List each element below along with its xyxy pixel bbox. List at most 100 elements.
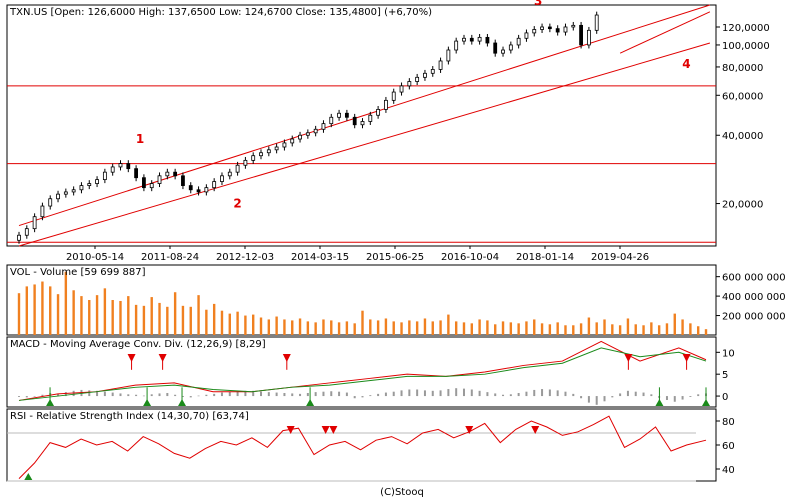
volume-bar <box>603 319 606 335</box>
candle-up <box>79 185 84 191</box>
candle-up <box>391 91 396 101</box>
candle-down <box>555 28 560 33</box>
candle-up <box>540 26 544 30</box>
macd-buy-marker <box>655 399 664 406</box>
volume-bar <box>431 321 434 335</box>
candle-down <box>142 177 146 189</box>
wave-label-4: 4 <box>682 57 690 71</box>
macd-buy-marker <box>306 399 315 406</box>
macd-histogram-bar <box>665 396 668 400</box>
volume-bar <box>673 313 676 335</box>
macd-histogram-bar <box>181 396 184 397</box>
macd-histogram-bar <box>447 389 450 397</box>
macd-histogram-bar <box>673 396 676 402</box>
macd-histogram-bar <box>135 394 138 397</box>
volume-bar <box>330 320 333 335</box>
rsi-sell-marker <box>465 426 474 434</box>
candle-up <box>32 216 37 230</box>
candle-up <box>462 37 466 42</box>
macd-histogram-bar <box>486 392 489 397</box>
candle-down <box>547 26 552 30</box>
candle-down <box>344 112 349 118</box>
price-x-tick-label: 2011-08-24 <box>141 252 199 263</box>
candle-up <box>454 40 459 51</box>
volume-bar <box>540 323 544 335</box>
volume-bar <box>189 306 192 335</box>
volume-bar <box>556 322 559 335</box>
copyright: (C)Stooq <box>380 487 424 498</box>
rsi-y-axis: 80 60 40 <box>722 417 735 476</box>
macd-histogram-bar <box>494 393 497 397</box>
price-x-tick-label: 2010-05-14 <box>66 252 124 263</box>
volume-bar <box>95 295 99 335</box>
volume-bar <box>197 295 200 335</box>
volume-bar <box>127 296 130 335</box>
macd-histogram-bar <box>260 391 263 397</box>
macd-histogram-bar <box>611 396 614 398</box>
macd-histogram-bar <box>291 393 294 397</box>
candle-up <box>360 121 365 126</box>
macd-histogram-bar <box>283 393 286 397</box>
volume-y-axis: 600 000 000 400 000 000 200 000 000 <box>722 273 786 323</box>
candle-up <box>282 142 287 148</box>
volume-bar <box>525 321 528 335</box>
macd-panel: MACD - Moving Average Conv. Div. (12,26,… <box>6 336 735 408</box>
volume-bar <box>236 311 239 335</box>
macd-histogram-bar <box>345 392 348 397</box>
volume-bar <box>252 314 255 335</box>
candle-up <box>56 193 60 200</box>
volume-bar <box>353 323 356 335</box>
volume-bar <box>564 325 567 335</box>
macd-histogram-bar <box>462 388 465 397</box>
candle-up <box>501 49 505 54</box>
trend-channel-line <box>18 4 711 227</box>
wave-annotations: 1 2 3 4 <box>136 0 691 211</box>
volume-bar <box>361 310 364 335</box>
candle-up <box>71 189 76 193</box>
candle-up <box>251 155 256 161</box>
volume-bar <box>657 325 661 335</box>
macd-grid <box>716 351 720 397</box>
volume-y-tick-label: 600 000 000 <box>722 273 786 284</box>
macd-histogram-bar <box>267 392 270 397</box>
macd-histogram-bar <box>330 391 333 397</box>
volume-bar <box>41 281 44 335</box>
volume-bars <box>17 271 708 335</box>
macd-histogram-bar <box>57 393 60 397</box>
volume-bar <box>439 320 442 335</box>
candle-up <box>259 152 263 157</box>
macd-histogram-bar <box>338 391 341 397</box>
macd-buy-marker <box>46 399 55 406</box>
macd-buy-marker <box>702 399 710 406</box>
macd-histogram-bar <box>322 391 325 397</box>
volume-bar <box>642 325 645 335</box>
candle-down <box>181 175 185 186</box>
macd-histogram-bar <box>244 390 247 397</box>
volume-bar <box>337 322 341 335</box>
rsi-grid <box>7 420 720 482</box>
volume-bar <box>423 318 427 335</box>
volume-bar <box>400 322 403 335</box>
volume-bar <box>478 319 481 335</box>
candle-down <box>173 171 178 177</box>
candle-down <box>493 42 498 54</box>
candle-up <box>274 146 279 151</box>
candle-up <box>329 116 334 125</box>
candle-up <box>337 112 341 118</box>
macd-histogram-bar <box>556 390 559 397</box>
price-x-tick-label: 2012-12-03 <box>216 252 274 263</box>
volume-bar <box>369 319 372 335</box>
candle-up <box>563 26 568 33</box>
candle-up <box>24 228 29 236</box>
macd-histogram-bar <box>205 394 208 397</box>
volume-bar <box>572 325 575 335</box>
macd-histogram-bar <box>572 393 575 397</box>
candle-up <box>204 187 209 193</box>
macd-histogram-bar <box>127 394 130 397</box>
candle-up <box>110 166 115 173</box>
macd-histogram-bar <box>111 392 114 397</box>
macd-plot-frame <box>6 336 717 408</box>
volume-bar <box>298 318 302 335</box>
macd-histogram-bar <box>470 389 473 397</box>
candle-up <box>212 181 217 189</box>
